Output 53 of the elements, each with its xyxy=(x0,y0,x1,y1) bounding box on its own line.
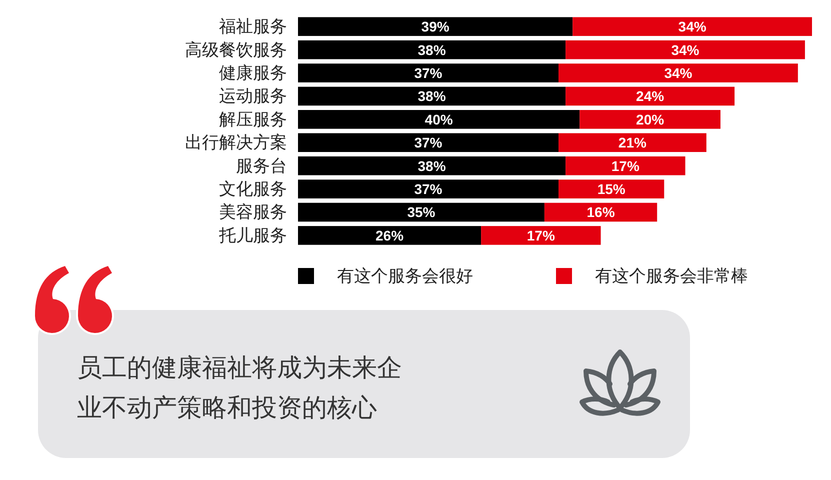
legend-label: 有这个服务会非常棒 xyxy=(595,266,748,286)
data-label: 38% xyxy=(418,88,446,104)
data-label: 38% xyxy=(418,42,446,58)
text: 员工的健康福祉将成为未来企业不动产策略和投资的核心 xyxy=(77,354,402,422)
y-tick-label: 服务台 xyxy=(236,156,287,176)
bar xyxy=(580,110,720,129)
bar xyxy=(544,202,658,222)
bar xyxy=(298,226,482,245)
bar xyxy=(566,40,805,60)
bar xyxy=(298,64,559,82)
bar xyxy=(481,226,601,245)
y-tick-label: 高级餐饮服务 xyxy=(185,40,287,60)
bar xyxy=(558,180,664,198)
data-label: 37% xyxy=(414,181,443,198)
data-label: 17% xyxy=(526,227,556,244)
bar xyxy=(298,202,544,222)
y-tick-label: 文化服务 xyxy=(219,180,287,199)
data-label: 15% xyxy=(597,181,626,198)
bar xyxy=(298,40,566,60)
data-label: 37% xyxy=(414,64,443,81)
bar xyxy=(558,133,706,152)
y-tick-label: 健康服务 xyxy=(219,63,287,82)
y-tick-label: 解压服务 xyxy=(219,110,287,129)
bar xyxy=(298,17,573,36)
bar xyxy=(298,110,580,129)
data-label: 34% xyxy=(671,42,700,58)
bar xyxy=(566,86,735,106)
bar xyxy=(298,180,559,198)
data-label: 26% xyxy=(376,227,404,244)
bar xyxy=(572,17,812,36)
data-label: 17% xyxy=(611,158,640,174)
data-label: 21% xyxy=(618,134,648,151)
y-tick-label: 美容服务 xyxy=(219,202,287,222)
data-label: 38% xyxy=(418,158,446,174)
data-label: 16% xyxy=(586,204,616,220)
y-tick-label: 托儿服务 xyxy=(218,226,287,245)
data-label: 34% xyxy=(678,18,707,35)
y-tick-label: 运动服务 xyxy=(219,86,287,106)
data-label: 39% xyxy=(421,18,450,35)
bar xyxy=(566,156,686,176)
legend-label: 有这个服务会很好 xyxy=(337,266,473,286)
bar xyxy=(298,156,566,176)
data-label: 35% xyxy=(407,204,436,220)
bar xyxy=(298,133,559,152)
data-label: 34% xyxy=(664,64,693,81)
data-label: 20% xyxy=(636,111,665,128)
bar xyxy=(558,64,798,82)
y-tick-label: 出行解决方案 xyxy=(185,133,287,152)
data-label: 37% xyxy=(414,134,443,151)
data-label: 40% xyxy=(424,111,454,128)
bar xyxy=(298,86,566,106)
y-tick-label: 福祉服务 xyxy=(219,17,287,36)
data-label: 24% xyxy=(636,88,665,104)
